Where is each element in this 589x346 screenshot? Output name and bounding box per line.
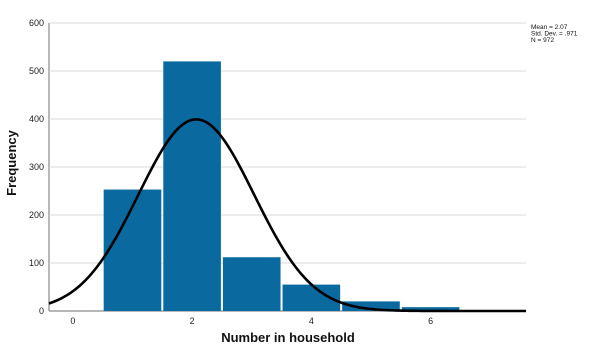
histogram-bar-3: [222, 257, 281, 311]
x-axis-title: Number in household: [221, 330, 355, 345]
x-tick-label: 0: [70, 316, 75, 326]
y-tick-labels: 0 100 200 300 400 500 600: [29, 18, 44, 316]
stats-n: N = 972: [531, 37, 554, 44]
y-tick-label: 0: [39, 306, 44, 316]
y-tick-label: 500: [29, 66, 44, 76]
stats-box: Mean = 2.07 Std. Dev. = .971 N = 972: [531, 24, 578, 44]
y-tick-label: 300: [29, 162, 44, 172]
stats-std-dev: Std. Dev. = .971: [531, 31, 578, 38]
histogram-bar-2: [163, 61, 221, 312]
x-tick-label: 4: [309, 316, 314, 326]
histogram-bars: [103, 61, 460, 312]
x-tick-labels: 0 2 4 6: [70, 316, 433, 326]
y-tick-label: 200: [29, 210, 44, 220]
histogram-bar-5: [342, 301, 400, 311]
y-tick-label: 600: [29, 18, 44, 28]
y-tick-label: 400: [29, 114, 44, 124]
histogram-bar-6: [401, 307, 460, 311]
x-tick-label: 2: [190, 316, 195, 326]
stats-mean: Mean = 2.07: [531, 24, 568, 31]
normal-curve: [48, 118, 526, 313]
histogram-bar-1: [103, 189, 162, 311]
x-tick-label: 6: [428, 316, 433, 326]
y-tick-label: 100: [29, 258, 44, 268]
y-axis-title: Frequency: [4, 129, 19, 196]
